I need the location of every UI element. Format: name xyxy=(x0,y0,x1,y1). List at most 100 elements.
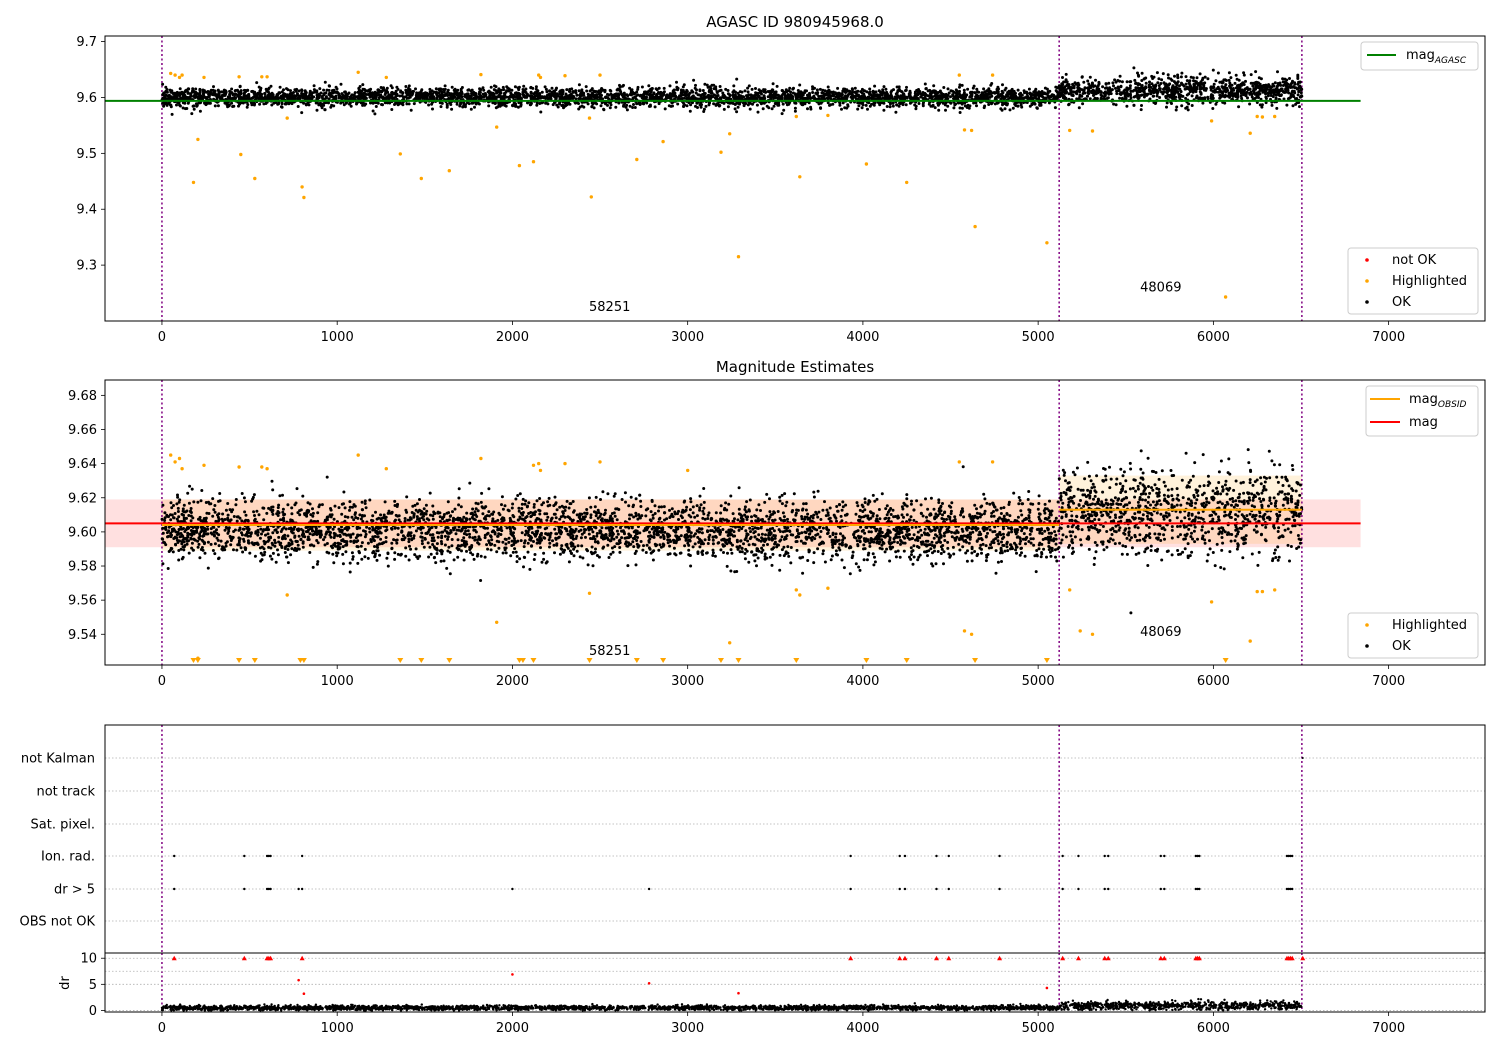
panel1-ok-point-557 xyxy=(944,108,947,112)
panel1-ok-point-3437 xyxy=(337,93,341,97)
panel1-ok-point-4555 xyxy=(1149,92,1153,96)
panel1-ok-point-302 xyxy=(866,107,869,111)
panel1-ok-point-3681 xyxy=(220,93,224,97)
panel1-ok-point-3332 xyxy=(958,111,962,114)
panel1-ok-point-2556 xyxy=(733,103,737,106)
panel1-xtick-label-6: 6000 xyxy=(1197,330,1230,345)
panel1-ok-point-3336 xyxy=(838,103,842,107)
panel1-ok-point-2971 xyxy=(433,90,436,94)
panel1-ok-point-3478 xyxy=(902,95,906,99)
panel1-ok-point-2417 xyxy=(698,88,702,92)
panel1-title: AGASC ID 980945968.0 xyxy=(706,13,884,31)
panel1-ok-point-4625 xyxy=(1128,84,1132,88)
panel1-ok-point-4603 xyxy=(1236,95,1240,99)
panel1-ok-point-1526 xyxy=(241,101,245,105)
panel1-ok-point-462 xyxy=(788,86,792,90)
panel1-ok-point-3347 xyxy=(588,89,592,93)
panel2-ok-point-163 xyxy=(363,502,367,505)
panel1-ok-point-1058 xyxy=(318,87,322,91)
panel1-ok-point-4551 xyxy=(1276,70,1279,74)
panel1-ok-point-1839 xyxy=(435,93,439,97)
panel-agasc: AGASC ID 980945968.0 9.39.49.59.69.7 0 10… xyxy=(76,13,1486,345)
panel1-ok-point-3414 xyxy=(680,97,684,100)
panel1-legend-highlighted-label: Highlighted xyxy=(1392,274,1467,289)
panel1-ok-point-4566 xyxy=(1296,77,1300,80)
panel1-ok-point-3269 xyxy=(750,87,754,91)
panel1-ok-point-3638 xyxy=(1019,103,1023,107)
panel1-ok-point-2018 xyxy=(539,110,543,114)
panel1-ok-point-2512 xyxy=(401,91,405,95)
panel1-ok-point-2640 xyxy=(733,107,737,111)
panel1-ok-point-3445 xyxy=(960,83,964,87)
panel1-ok-point-3770 xyxy=(1144,81,1148,85)
panel1-ok-point-3387 xyxy=(732,96,736,100)
panel1-highlighted-point-21 xyxy=(495,125,499,129)
panel1-ok-point-1698 xyxy=(1047,96,1051,100)
panel1-ok-point-3473 xyxy=(303,89,307,93)
panel1-ok-point-3945 xyxy=(1287,91,1291,95)
panel1-ok-point-1163 xyxy=(685,88,689,92)
panel1-ok-point-3481 xyxy=(335,90,339,94)
panel1-xtick-label-2: 2000 xyxy=(496,330,529,345)
panel1-ok-point-3090 xyxy=(713,96,717,100)
panel1-ok-point-2832 xyxy=(201,92,205,96)
panel1-highlighted-point-30 xyxy=(635,157,639,162)
panel1-ok-point-4507 xyxy=(1112,84,1115,88)
panel1-ok-point-3550 xyxy=(196,97,200,100)
panel1-ok-point-3046 xyxy=(386,101,389,105)
panel1-ok-point-4550 xyxy=(1237,78,1241,82)
panel1-highlighted-point-42 xyxy=(969,128,974,133)
panel1-ok-point-3156 xyxy=(191,89,195,93)
panel1-ok-point-2405 xyxy=(373,112,377,116)
panel2-ok-point-61 xyxy=(206,566,210,570)
panel1-ok-point-2185 xyxy=(245,105,249,109)
panel1-highlighted-point-39 xyxy=(905,180,909,185)
panel1-ok-point-691 xyxy=(840,107,843,111)
panel1-ok-point-4589 xyxy=(1132,95,1136,99)
panel1-xtick-label-7: 7000 xyxy=(1372,330,1405,345)
panel1-ok-point-2171 xyxy=(231,105,235,108)
panel1-ok-point-3320 xyxy=(328,91,332,95)
panel1-ok-point-2443 xyxy=(716,94,720,97)
panel1-ok-point-2826 xyxy=(715,90,719,94)
panel1-ok-point-2316 xyxy=(556,105,560,109)
panel1-ok-point-442 xyxy=(691,90,695,94)
panel1-ok-point-4268 xyxy=(1132,103,1136,107)
panel1-ok-point-4526 xyxy=(1240,96,1244,100)
panel1-ok-point-2820 xyxy=(319,91,323,95)
panel1-ok-point-3541 xyxy=(182,91,185,95)
panel1-highlighted-point-17 xyxy=(398,152,402,156)
panel1-ok-point-3125 xyxy=(712,93,716,97)
panel1-ok-point-1448 xyxy=(190,112,194,116)
panel1-ok-point-2631 xyxy=(642,102,646,106)
panel1-ok-point-3054 xyxy=(951,94,955,98)
panel1-ok-point-4537 xyxy=(1276,84,1279,88)
panel1-highlighted-point-3 xyxy=(180,73,184,77)
panel1-ok-point-4270 xyxy=(1227,78,1231,82)
panel1-ok-point-3200 xyxy=(507,95,511,99)
panel1-ok-point-3149 xyxy=(283,102,287,106)
panel1-ok-point-2920 xyxy=(701,89,705,92)
panel1-ok-point-3033 xyxy=(239,89,243,93)
panel1-ok-point-3565 xyxy=(623,101,627,105)
panel1-highlighted-point-51 xyxy=(1255,114,1259,119)
panel1-ok-point-4681 xyxy=(1255,82,1259,86)
panel1-ok-point-3143 xyxy=(302,101,306,105)
panel1-ok-point-3595 xyxy=(772,95,776,99)
panel1-ok-point-3315 xyxy=(776,102,780,106)
panel1-ok-point-3026 xyxy=(1027,87,1031,91)
panel1-ok-point-4460 xyxy=(1254,70,1258,74)
panel1-ok-point-3585 xyxy=(636,93,640,97)
panel2-ok-point-23 xyxy=(386,564,390,568)
panel1-ok-point-4350 xyxy=(1276,88,1280,92)
panel2-ok-point-36 xyxy=(290,506,294,510)
panel1-ok-point-2814 xyxy=(206,90,210,93)
panel1-ok-point-2862 xyxy=(1001,91,1005,95)
panel1-ok-point-2782 xyxy=(371,109,375,113)
panel1-ok-point-330 xyxy=(691,101,694,105)
panel1-ok-point-3671 xyxy=(709,86,713,90)
panel1-ok-point-4543 xyxy=(1235,89,1239,93)
panel1-ok-point-3618 xyxy=(458,104,462,108)
panel1-ok-point-1225 xyxy=(1011,106,1015,110)
panel1-ok-point-4456 xyxy=(1285,81,1288,85)
